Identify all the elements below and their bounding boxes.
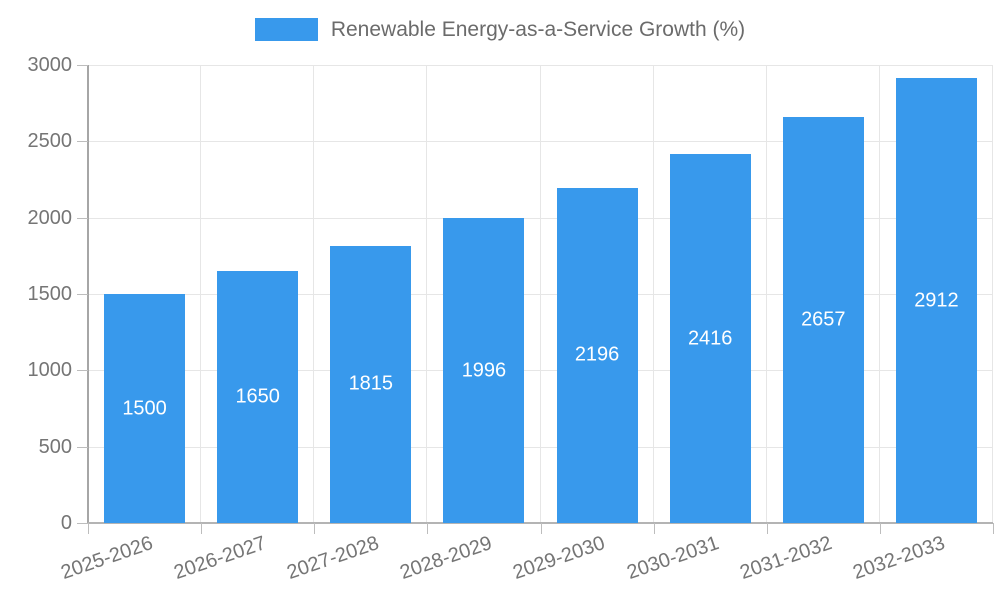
x-tick-label: 2027-2028 xyxy=(284,532,382,584)
x-tick-mark xyxy=(653,523,655,534)
y-tick-label: 2500 xyxy=(27,130,73,153)
y-tick-label: 1500 xyxy=(27,283,73,305)
y-tick-label: 1000 xyxy=(27,359,73,382)
x-grid-line xyxy=(313,65,315,523)
bar[interactable]: 1996 xyxy=(443,218,525,523)
legend-swatch xyxy=(254,18,318,41)
y-tick-label: 500 xyxy=(38,435,72,458)
legend-label: Renewable Energy-as-a-Service Growth (%) xyxy=(330,18,746,41)
bar[interactable]: 1650 xyxy=(217,271,299,523)
x-tick-mark xyxy=(427,523,429,534)
y-axis-line xyxy=(87,65,89,523)
x-tick-label: 2030-2031 xyxy=(623,532,722,584)
x-grid-line xyxy=(426,65,428,523)
y-grid-line xyxy=(88,370,993,372)
y-tick-mark xyxy=(77,446,88,448)
bar[interactable]: 2196 xyxy=(556,187,638,523)
y-tick-mark xyxy=(77,141,88,143)
bar-value-label: 1996 xyxy=(461,359,507,382)
x-tick-mark xyxy=(314,523,316,534)
y-tick-mark xyxy=(77,523,88,524)
x-tick-mark xyxy=(879,523,881,534)
y-tick-label: 0 xyxy=(60,512,72,534)
x-tick-mark xyxy=(993,523,994,534)
y-tick-mark xyxy=(77,370,88,372)
bar[interactable]: 1815 xyxy=(330,245,412,523)
y-tick-mark xyxy=(77,217,88,219)
y-tick-mark xyxy=(77,65,88,66)
plot-area: 1500 1650 1815 1996 2196 2416 2657 2912 xyxy=(87,65,993,524)
y-grid-line xyxy=(88,65,993,66)
bar[interactable]: 1500 xyxy=(104,294,186,523)
x-tick-mark xyxy=(766,523,768,534)
bar-value-label: 1815 xyxy=(348,372,394,395)
bar[interactable]: 2912 xyxy=(895,78,977,523)
x-tick-label: 2029-2030 xyxy=(510,532,609,584)
x-tick-label: 2032-2033 xyxy=(849,532,948,584)
bar-value-label: 2416 xyxy=(687,327,733,350)
bar-value-label: 1650 xyxy=(235,385,280,408)
x-grid-line xyxy=(992,65,993,523)
x-tick-label: 2031-2032 xyxy=(736,532,835,584)
x-tick-label: 2025-2026 xyxy=(58,532,156,584)
bar-value-label: 2657 xyxy=(801,308,846,331)
bar-value-label: 1500 xyxy=(122,397,167,419)
x-tick-label: 2026-2027 xyxy=(171,532,269,584)
y-grid-line xyxy=(88,446,993,448)
x-grid-line xyxy=(765,65,767,523)
bar[interactable]: 2416 xyxy=(669,154,751,523)
y-grid-line xyxy=(88,217,993,219)
bar[interactable]: 2657 xyxy=(782,117,864,523)
chart-legend[interactable]: Renewable Energy-as-a-Service Growth (%) xyxy=(0,18,1000,41)
y-grid-line xyxy=(88,141,993,143)
x-tick-mark xyxy=(88,523,89,534)
bar-value-label: 2196 xyxy=(574,343,620,366)
x-grid-line xyxy=(200,65,202,523)
x-tick-label: 2028-2029 xyxy=(397,532,496,584)
y-tick-label: 3000 xyxy=(27,54,73,76)
y-grid-line xyxy=(88,294,993,295)
x-grid-line xyxy=(878,65,880,523)
y-tick-label: 2000 xyxy=(27,206,73,229)
x-tick-mark xyxy=(201,523,203,534)
x-grid-line xyxy=(652,65,654,523)
x-tick-mark xyxy=(540,523,542,534)
bar-value-label: 2912 xyxy=(914,289,959,312)
x-grid-line xyxy=(539,65,541,523)
y-tick-mark xyxy=(77,294,88,295)
